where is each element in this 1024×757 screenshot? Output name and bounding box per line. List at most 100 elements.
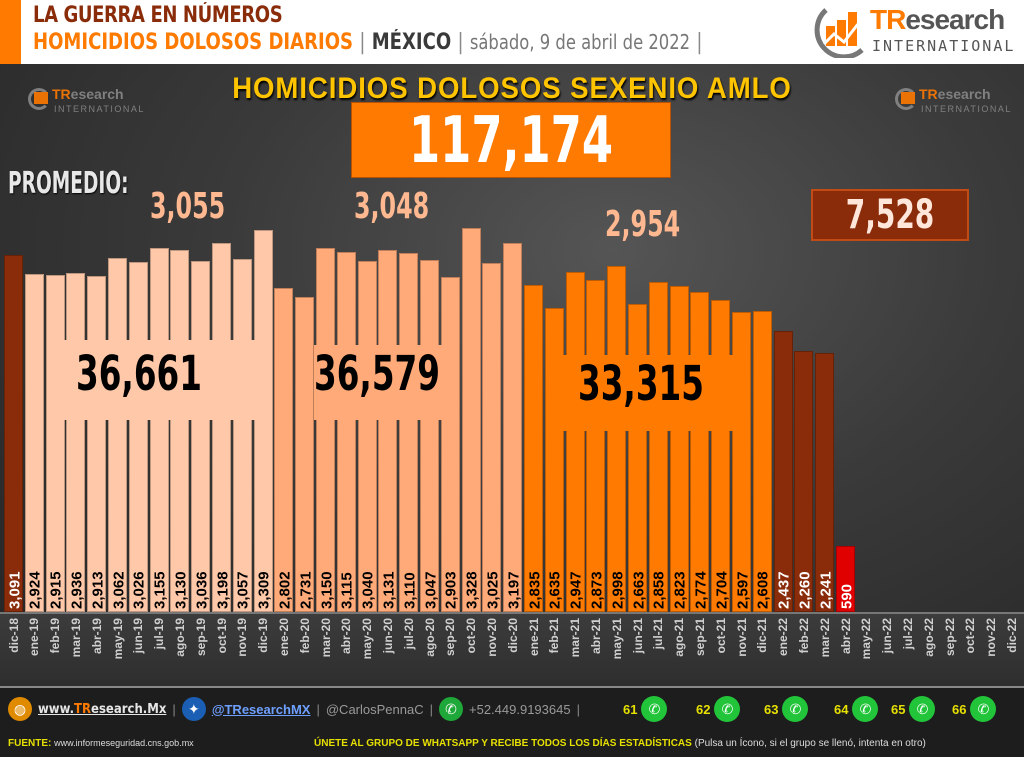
x-tick-jul-22: jul-22: [900, 618, 915, 650]
whatsapp-group-61[interactable]: 61 ✆: [623, 696, 668, 722]
twitter-link[interactable]: @TResearchMX: [211, 701, 311, 717]
x-tick-feb-19: feb-19: [48, 618, 63, 654]
bar-nov-20: 3,025: [482, 262, 502, 612]
whatsapp-icon[interactable]: ✆: [641, 696, 668, 722]
x-tick-sep-21: sep-21: [692, 618, 707, 657]
x-tick-sep-19: sep-19: [193, 618, 208, 657]
bar-value-label: 3,091: [6, 571, 23, 609]
x-tick-nov-20: nov-20: [484, 618, 499, 657]
bar-sep-20: 2,903: [440, 276, 460, 612]
x-tick-ago-22: ago-22: [921, 618, 936, 657]
whatsapp-icon[interactable]: ✆: [852, 696, 879, 722]
watermark-ring-icon: [28, 88, 50, 110]
bar-jun-21: 2,663: [628, 304, 647, 612]
bar-mar-22: 2,241: [815, 353, 835, 612]
x-tick-nov-22: nov-22: [984, 618, 999, 657]
whatsapp-icon[interactable]: ✆: [714, 696, 741, 722]
bar-ago-21: 2,823: [669, 285, 689, 612]
source-line: FUENTE: www.informeseguridad.cns.gob.mx: [8, 738, 194, 749]
x-tick-oct-20: oct-20: [464, 618, 479, 654]
bar-value-label: 2,823: [671, 571, 689, 609]
x-tick-dic-20: dic-20: [505, 618, 520, 653]
whatsapp-group-65[interactable]: 65 ✆: [891, 696, 936, 722]
bar-value-label: 3,026: [130, 571, 148, 609]
x-tick-oct-19: oct-19: [214, 618, 229, 654]
bar-sep-19: 3,036: [191, 261, 211, 612]
website-link[interactable]: www.TResearch.Mx: [38, 701, 167, 717]
bar-value-label: 2,663: [630, 571, 647, 609]
whatsapp-group-63[interactable]: 63 ✆: [764, 696, 809, 722]
whatsapp-group-64[interactable]: 64 ✆: [834, 696, 879, 722]
x-tick-may-19: may-19: [110, 618, 125, 660]
join-line: ÚNETE AL GRUPO DE WHATSAPP Y RECIBE TODO…: [314, 738, 926, 749]
header: LA GUERRA EN NÚMEROS HOMICIDIOS DOLOSOS …: [0, 0, 1024, 64]
bar-may-21: 2,998: [607, 265, 627, 612]
whatsapp-icon[interactable]: ✆: [909, 696, 936, 722]
watermark-bars-icon: [34, 92, 48, 104]
whatsapp-group-number: 62: [696, 701, 711, 717]
bar-value-label: 3,131: [380, 571, 398, 609]
x-tick-dic-18: dic-18: [6, 618, 21, 653]
x-tick-oct-22: oct-22: [963, 618, 978, 654]
bar-oct-21: 2,704: [711, 299, 731, 612]
footer-contacts: ◍ www.TResearch.Mx | ✦ @TResearchMX | @C…: [8, 694, 586, 724]
bar-value-label: 2,802: [276, 571, 294, 609]
average-2019: 3,055: [150, 186, 226, 227]
segment-total-2021: 33,315: [578, 356, 704, 412]
whatsapp-group-number: 66: [952, 701, 967, 717]
x-tick-sep-22: sep-22: [942, 618, 957, 657]
whatsapp-group-number: 64: [834, 701, 849, 717]
x-tick-mar-20: mar-20: [318, 618, 333, 658]
bar-oct-19: 3,198: [212, 242, 231, 612]
average-2021: 2,954: [605, 204, 681, 245]
personal-handle: @CarlosPennaC: [325, 701, 424, 717]
grand-total: 117,174: [408, 104, 614, 178]
globe-icon: ◍: [8, 697, 32, 721]
x-tick-may-21: may-21: [609, 618, 624, 660]
x-tick-dic-19: dic-19: [256, 618, 271, 653]
bar-value-label: 2,704: [713, 571, 731, 609]
country: MÉXICO: [371, 30, 452, 55]
bar-value-label: 2,260: [796, 571, 814, 609]
bar-value-label: 3,110: [401, 572, 419, 609]
whatsapp-icon[interactable]: ✆: [970, 696, 997, 722]
x-tick-nov-19: nov-19: [235, 618, 250, 657]
brand-logo: TResearch INTERNATIONAL: [812, 4, 1013, 58]
x-tick-jun-20: jun-20: [380, 618, 395, 654]
whatsapp-group-62[interactable]: 62 ✆: [696, 696, 741, 722]
x-tick-jun-21: jun-21: [630, 618, 645, 654]
segment-total-bg-2020: [314, 345, 452, 420]
bar-value-label: 2,731: [297, 571, 315, 609]
bar-jun-20: 3,131: [378, 250, 398, 612]
x-tick-may-22: may-22: [859, 618, 874, 660]
chart-title: HOMICIDIOS DOLOSOS SEXENIO AMLO: [232, 72, 792, 105]
whatsapp-icon[interactable]: ✆: [782, 696, 809, 722]
bar-value-label: 2,924: [26, 571, 44, 609]
bar-feb-21: 2,635: [544, 307, 564, 612]
watermark-logo-right: TResearch INTERNATIONAL: [893, 86, 1010, 122]
x-tick-sep-20: sep-20: [443, 618, 458, 657]
bar-ago-20: 3,047: [420, 260, 439, 612]
bar-value-label: 2,936: [68, 571, 86, 609]
segment-total-bg-2019: [62, 340, 262, 420]
whatsapp-group-66[interactable]: 66 ✆: [952, 696, 997, 722]
separator: |: [457, 30, 464, 55]
x-tick-mar-19: mar-19: [68, 618, 83, 658]
subtitle-main: HOMICIDIOS DOLOSOS DIARIOS: [33, 30, 354, 55]
bar-value-label: 2,915: [47, 571, 65, 609]
bar-value-label: 590: [838, 583, 855, 609]
x-tick-mar-22: mar-22: [817, 618, 832, 658]
twitter-icon: ✦: [181, 697, 206, 721]
bar-ene-22: 2,437: [773, 330, 793, 612]
bar-value-label: 3,328: [463, 571, 481, 609]
whatsapp-group-number: 65: [891, 701, 906, 717]
x-tick-abr-22: abr-22: [838, 618, 853, 655]
bar-oct-20: 3,328: [461, 227, 481, 612]
watermark-logo-left: TResearch INTERNATIONAL: [26, 86, 143, 122]
source-url: www.informeseguridad.cns.gob.mx: [54, 738, 194, 748]
bar-feb-19: 2,915: [45, 275, 65, 612]
bar-abr-22: 590: [836, 546, 855, 612]
bar-value-label: 3,062: [110, 571, 127, 609]
watermark-bars-icon: [901, 92, 915, 104]
bar-value-label: 3,309: [255, 571, 273, 609]
